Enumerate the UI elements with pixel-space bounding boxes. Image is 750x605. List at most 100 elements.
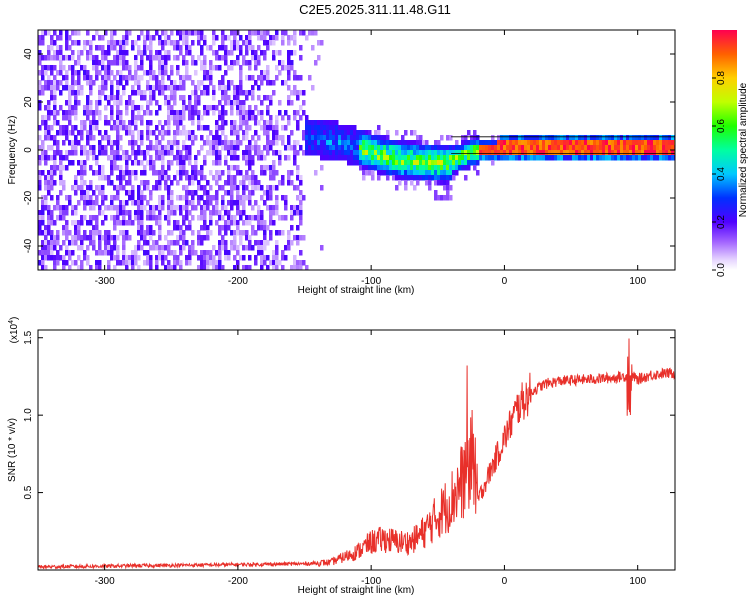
spectrogram-cell	[446, 190, 450, 196]
spectrogram-cell	[41, 205, 45, 211]
spectrogram-cell	[263, 125, 267, 131]
spectrogram-cell	[287, 55, 291, 61]
spectrogram-cell	[83, 125, 87, 131]
spectrogram-cell	[188, 180, 192, 186]
spectrogram-cell	[389, 150, 393, 156]
spectrogram-cell	[62, 130, 66, 136]
spectrogram-cell	[332, 150, 336, 156]
spectrogram-cell	[80, 170, 84, 176]
spectrogram-cell	[401, 140, 405, 146]
spectrogram-cell	[92, 150, 96, 156]
spectrogram-cell	[107, 40, 111, 46]
spectrogram-cell	[146, 145, 150, 151]
spectrogram-cell	[71, 90, 75, 96]
spectrogram-cell	[233, 240, 237, 246]
spectrogram-cell	[71, 55, 75, 61]
spectrogram-cell	[395, 150, 399, 156]
spectrogram-cell	[242, 40, 246, 46]
spectrogram-cell	[299, 250, 303, 256]
spectrogram-cell	[239, 195, 243, 201]
spectrogram-cell	[44, 235, 48, 241]
spectrogram-cell	[113, 60, 117, 66]
spectrogram-cell	[230, 110, 234, 116]
spectrogram-cell	[443, 170, 447, 176]
spectrogram-cell	[248, 155, 252, 161]
spectrogram-cell	[623, 135, 627, 141]
spectrogram-cell	[269, 175, 273, 181]
spectrogram-cell	[476, 135, 480, 141]
spectrogram-cell	[665, 155, 669, 161]
spectrogram-cell	[68, 95, 72, 101]
spectrogram-cell	[224, 45, 228, 51]
spectrogram-cell	[218, 250, 222, 256]
spectrogram-cell	[287, 170, 291, 176]
spectrogram-cell	[269, 235, 273, 241]
spectrogram-cell	[206, 235, 210, 241]
spectrogram-cell	[281, 215, 285, 221]
spectrogram-cell	[308, 75, 312, 81]
spectrogram-cell	[410, 160, 414, 166]
spectrogram-cell	[344, 140, 348, 146]
spectrogram-cell	[332, 125, 336, 131]
spectrogram-cell	[245, 185, 249, 191]
spectrogram-cell	[578, 155, 582, 161]
spectrogram-cell	[476, 150, 480, 156]
spectrogram-cell	[605, 155, 609, 161]
spectrogram-cell	[227, 100, 231, 106]
spectrogram-cell	[251, 190, 255, 196]
spectrogram-cell	[149, 160, 153, 166]
spectrogram-cell	[164, 185, 168, 191]
spectrogram-cell	[65, 125, 69, 131]
spectrogram-cell	[299, 205, 303, 211]
spectrogram-cell	[98, 205, 102, 211]
spectrogram-cell	[116, 135, 120, 141]
spectrogram-cell	[203, 185, 207, 191]
spectrogram-cell	[278, 100, 282, 106]
spectrogram-cell	[65, 165, 69, 171]
spectrogram-cell	[38, 160, 42, 166]
spectrogram-cell	[80, 125, 84, 131]
spectrogram-cell	[161, 170, 165, 176]
spectrogram-cell	[227, 175, 231, 181]
spectrogram-cell	[239, 35, 243, 41]
spectrogram-cell	[521, 155, 525, 161]
spectrogram-cell	[245, 95, 249, 101]
spectrogram-cell	[284, 145, 288, 151]
spectrogram-cell	[251, 225, 255, 231]
spectrogram-cell	[107, 75, 111, 81]
spectrogram-cell	[167, 240, 171, 246]
spectrogram-cell	[389, 165, 393, 171]
spectrogram-cell	[155, 245, 159, 251]
spectrogram-cell	[671, 150, 675, 156]
spectrogram-cell	[395, 160, 399, 166]
spectrogram-cell	[68, 265, 72, 270]
spectrogram-cell	[629, 135, 633, 141]
spectrogram-cell	[149, 235, 153, 241]
spectrogram-cell	[164, 85, 168, 91]
spectrogram-cell	[212, 245, 216, 251]
spectrogram-cell	[119, 120, 123, 126]
spectrogram-cell	[95, 65, 99, 71]
spectrogram-cell	[425, 155, 429, 161]
spectrogram-cell	[437, 155, 441, 161]
spectrogram-cell	[407, 140, 411, 146]
spectrogram-cell	[188, 190, 192, 196]
spectrogram-cell	[185, 60, 189, 66]
spectrogram-cell	[116, 100, 120, 106]
spectrogram-cell	[158, 245, 162, 251]
spectrogram-cell	[299, 200, 303, 206]
spectrogram-cell	[383, 160, 387, 166]
spectrogram-cell	[110, 170, 114, 176]
spectrogram-cell	[47, 185, 51, 191]
spectrogram-cell	[224, 140, 228, 146]
spectrogram-cell	[185, 45, 189, 51]
spectrogram-cell	[212, 195, 216, 201]
spectrogram-cell	[131, 85, 135, 91]
spectrogram-cell	[80, 150, 84, 156]
spectrogram-cell	[422, 155, 426, 161]
spectrogram-cell	[221, 85, 225, 91]
spectrogram-cell	[86, 220, 90, 226]
spectrogram-cell	[284, 215, 288, 221]
spectrogram-cell	[350, 135, 354, 141]
